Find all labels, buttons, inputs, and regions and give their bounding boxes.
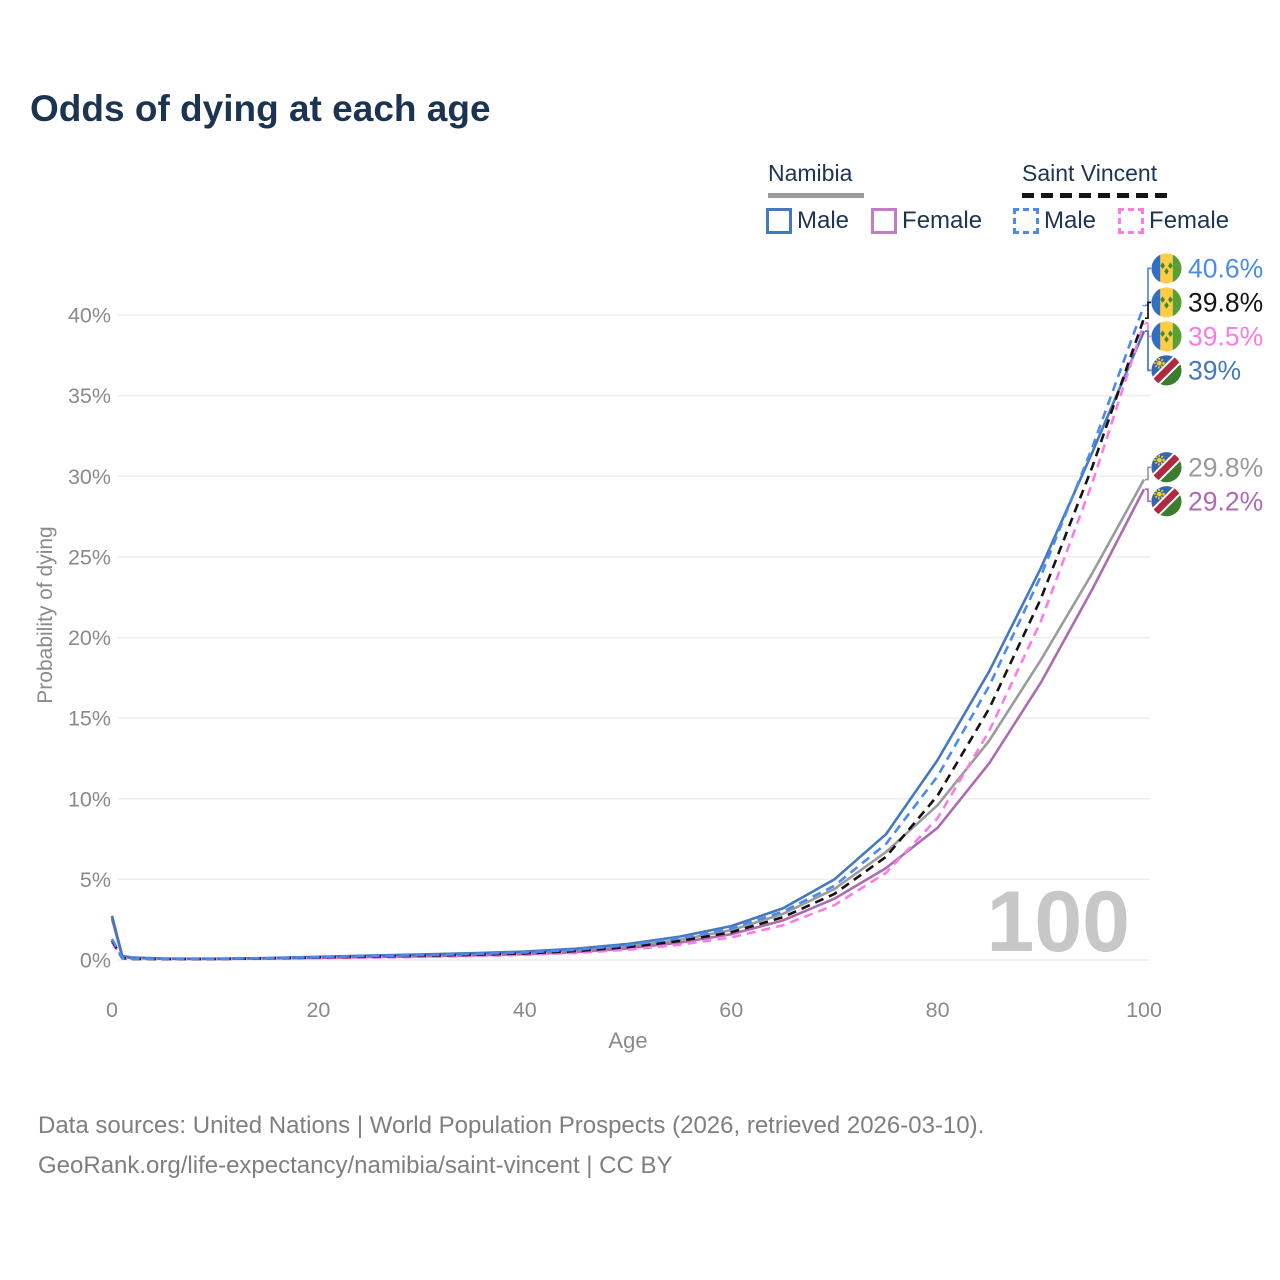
x-axis-title: Age	[608, 1028, 647, 1053]
end-label-nam-female: 29.2%	[1188, 486, 1263, 516]
legend-swatch-namibia-male-icon	[766, 208, 792, 234]
end-label-sv-female: 39.5%	[1188, 321, 1263, 351]
end-label-nam-male: 39%	[1188, 355, 1241, 385]
end-label-nam-total: 29.8%	[1188, 452, 1263, 482]
y-tick-label: 5%	[80, 868, 111, 892]
legend-saint-vincent-title: Saint Vincent	[1022, 160, 1158, 186]
x-tick-label: 20	[306, 998, 330, 1022]
y-tick-label: 25%	[68, 545, 111, 569]
footer-data-sources: Data sources: United Nations | World Pop…	[38, 1112, 985, 1139]
line-sv-male	[110, 304, 1146, 961]
line-sv-female	[110, 322, 1146, 961]
end-value-labels: 40.6% 39.8% 39.5% 39% 29.8% 29.2%	[1145, 253, 1263, 519]
saint-vincent-flag-icon	[1151, 321, 1182, 352]
legend-namibia-male-label: Male	[797, 207, 850, 234]
age-watermark-text: 100	[987, 874, 1131, 970]
namibia-flag-icon	[1149, 450, 1184, 485]
end-label-sv-male: 40.6%	[1188, 253, 1263, 283]
y-tick-label: 40%	[68, 304, 111, 328]
y-tick-label: 0%	[80, 949, 111, 973]
x-tick-label: 40	[513, 998, 537, 1022]
leader-line-nam-total	[1145, 466, 1151, 481]
y-axis-title: Probability of dying	[34, 526, 57, 703]
end-label-sv-total: 39.8%	[1188, 287, 1263, 317]
line-sv-total	[110, 317, 1146, 961]
legend-saint-vincent-male-label: Male	[1044, 207, 1097, 234]
legend-item-namibia-female[interactable]: Female	[871, 207, 982, 235]
leader-line-nam-female	[1145, 488, 1151, 503]
legend-item-saint-vincent-female[interactable]: Female	[1118, 207, 1229, 235]
namibia-flag-icon	[1149, 484, 1184, 519]
namibia-flag-icon	[1149, 353, 1184, 388]
legend-namibia-female-label: Female	[902, 207, 983, 234]
chart-title: Odds of dying at each age	[30, 88, 491, 129]
leader-line-sv-female	[1145, 322, 1151, 338]
legend-saint-vincent-female-label: Female	[1149, 207, 1230, 234]
age-watermark: 100	[987, 874, 1131, 970]
legend-namibia-underline-solid	[768, 193, 864, 198]
legend-swatch-saint-vincent-female-icon	[1118, 208, 1145, 234]
legend-group-saint-vincent: Saint Vincent Male Female	[1013, 160, 1229, 235]
leader-line-sv-total	[1145, 301, 1151, 320]
axis-labels: 0% 5% 10% 15% 20% 25% 30% 35% 40% 0 20 40 60 80 100 Age…	[34, 304, 1162, 1054]
footer-attribution-link: GeoRank.org/life-expectancy/namibia/sain…	[38, 1152, 673, 1179]
y-tick-label: 15%	[68, 707, 111, 731]
leader-line-sv-male	[1145, 267, 1151, 307]
saint-vincent-flag-icon	[1151, 253, 1182, 284]
legend-item-saint-vincent-male[interactable]: Male	[1013, 207, 1096, 235]
legend-swatch-saint-vincent-male-icon	[1013, 208, 1039, 234]
y-tick-label: 20%	[68, 626, 111, 650]
saint-vincent-flag-icon	[1151, 287, 1182, 318]
legend-item-namibia-male[interactable]: Male	[766, 207, 849, 235]
y-tick-label: 10%	[68, 787, 111, 811]
y-tick-label: 30%	[68, 465, 111, 489]
x-tick-label: 100	[1126, 998, 1162, 1022]
x-tick-label: 80	[926, 998, 950, 1022]
legend-group-namibia: Namibia Male Female	[766, 160, 982, 235]
x-tick-label: 0	[106, 998, 118, 1022]
leader-line-nam-male	[1145, 330, 1151, 372]
line-nam-male	[110, 330, 1146, 961]
legend-namibia-title: Namibia	[768, 160, 853, 186]
series-lines	[110, 304, 1146, 961]
legend-swatch-namibia-female-icon	[871, 208, 898, 234]
footer: Data sources: United Nations | World Pop…	[38, 1106, 984, 1186]
y-tick-label: 35%	[68, 384, 111, 408]
x-tick-label: 60	[719, 998, 743, 1022]
gridlines	[118, 314, 1150, 961]
legend-saint-vincent-underline-dashed	[1022, 193, 1174, 198]
